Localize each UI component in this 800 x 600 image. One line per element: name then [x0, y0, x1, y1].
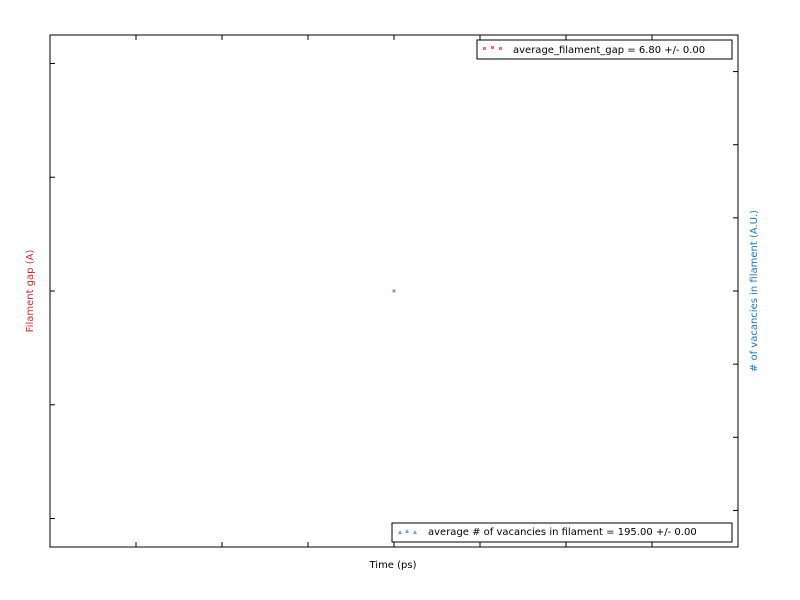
data-point-vacancies	[392, 289, 396, 293]
y-right-axis-ticks	[733, 71, 738, 511]
legend-marker-triangle	[405, 529, 409, 533]
x-axis-ticks	[135, 35, 653, 547]
legend-top-right: average_filament_gap = 6.80 +/- 0.00	[476, 39, 733, 60]
x-axis-label: Time (ps)	[368, 560, 416, 571]
legend-marker-triangle	[413, 530, 417, 534]
legend-box	[391, 522, 733, 543]
y-right-axis-label: # of vacancies in filament (A.U.)	[749, 210, 760, 372]
legend-marker-triangle	[398, 530, 402, 534]
legend-marker-square	[499, 47, 502, 50]
legend-box	[476, 39, 733, 60]
legend-label-vacancies: average # of vacancies in filament = 195…	[428, 527, 697, 538]
legend-label-filament-gap: average_filament_gap = 6.80 +/- 0.00	[513, 45, 705, 56]
data-marks	[392, 289, 396, 293]
legend-marker-square	[483, 47, 486, 50]
y-left-axis-label: Filament gap (A)	[25, 250, 36, 333]
legend-marker-square	[491, 46, 494, 49]
legend-bottom-right: average # of vacancies in filament = 195…	[391, 522, 733, 543]
y-left-axis-ticks	[50, 62, 55, 520]
